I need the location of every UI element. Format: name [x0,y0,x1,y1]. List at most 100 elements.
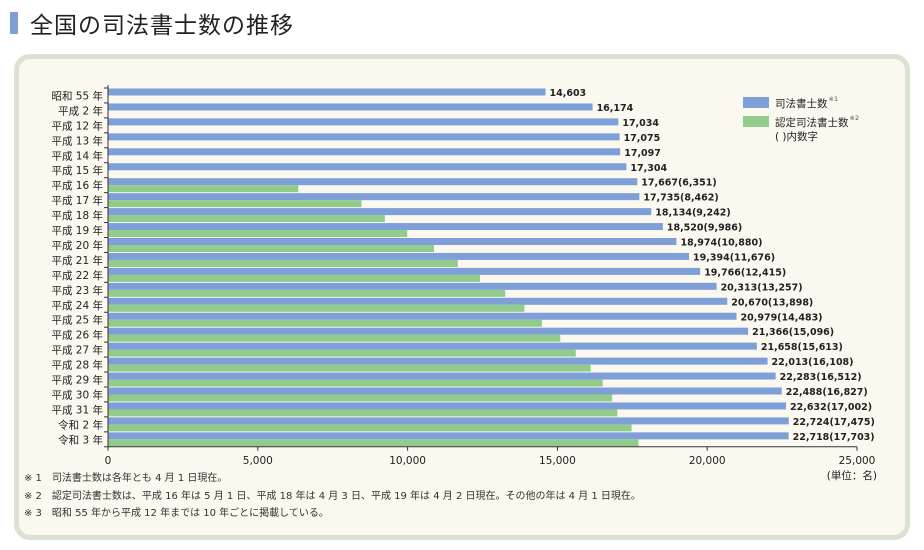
data-label: 17,097 [624,148,661,159]
data-label: 22,488(16,827) [786,387,868,398]
bar-shihoshoshi [108,238,677,245]
bar-shihoshoshi [108,297,728,305]
legend-label-nintei: 認定司法書士数 [775,116,849,129]
legend-note-1: ※1 [829,95,839,103]
bar-nintei [108,185,299,193]
legend-note-2: ※2 [850,114,860,122]
category-label: 平成 16 年 [51,179,103,192]
category-label: 平成 2 年 [58,104,103,117]
bar-nintei [108,364,591,372]
bar-nintei [108,274,480,282]
data-label: 22,013(16,108) [772,357,854,368]
bar-nintei [108,349,576,357]
bar-nintei [108,409,618,417]
data-label: 17,735(8,462) [643,193,718,204]
x-tick-label: 10,000 [389,455,426,467]
bar-shihoshoshi [108,282,717,290]
category-label: 令和 2 年 [58,418,103,431]
bar-shihoshoshi [108,387,782,395]
category-label: 平成 31 年 [51,403,103,416]
bar-nintei [108,394,613,402]
bar-shihoshoshi [108,133,620,141]
legend-label-shihoshoshi: 司法書士数 [775,97,828,110]
bar-nintei [108,379,603,387]
data-label: 18,520(9,986) [667,223,742,234]
data-label: 19,394(11,676) [693,252,775,263]
data-label: 20,979(14,483) [741,312,823,323]
category-label: 平成 21 年 [51,254,103,267]
category-label: 平成 27 年 [51,344,103,357]
data-label: 22,283(16,512) [780,372,862,383]
bar-nintei [108,439,639,447]
data-label: 16,174 [597,103,634,114]
x-tick-label: 25,000 [839,455,876,467]
bar-shihoshoshi [108,88,546,96]
data-label: 14,603 [550,88,587,99]
x-tick-label: 5,000 [243,455,273,467]
data-label: 21,658(15,613) [761,342,843,353]
category-label: 平成 19 年 [51,224,103,237]
category-label: 平成 17 年 [51,194,103,207]
bar-shihoshoshi [108,118,619,126]
bar-shihoshoshi [108,163,627,171]
bar-nintei [108,304,525,312]
legend-paren-note: ( )内数字 [775,130,818,143]
bar-shihoshoshi [108,417,789,425]
data-label: 20,670(13,898) [731,297,813,308]
category-label: 平成 28 年 [51,359,103,372]
bar-shihoshoshi [108,267,701,275]
bar-nintei [108,230,408,238]
category-label: 平成 12 年 [51,119,103,132]
data-label: 17,034 [622,118,659,129]
data-label: 18,974(10,880) [680,238,762,249]
data-label: 22,632(17,002) [790,402,872,413]
data-label: 22,718(17,703) [793,432,875,443]
bar-shihoshoshi [108,193,640,201]
category-label: 平成 30 年 [51,388,103,401]
category-label: 平成 18 年 [51,209,103,222]
bar-shihoshoshi [108,312,737,320]
bar-shihoshoshi [108,402,787,410]
category-label: 平成 22 年 [51,269,103,282]
category-label: 昭和 55 年 [51,89,103,102]
data-label: 17,304 [630,163,667,174]
data-label: 17,667(6,351) [641,178,716,189]
footnote-2: ※ 2 認定司法書士数は、平成 16 年は 5 月 1 日、平成 18 年は 4… [24,490,641,502]
bar-shihoshoshi [108,342,757,350]
data-label: 22,724(17,475) [793,417,875,428]
legend-swatch-shihoshoshi [743,97,769,108]
data-label: 17,075 [624,133,661,144]
bar-shihoshoshi [108,223,663,231]
bar-nintei [108,319,542,327]
bar-nintei [108,289,506,297]
bar-shihoshoshi [108,357,768,365]
bar-nintei [108,259,458,267]
bar-shihoshoshi [108,178,638,186]
title-accent-bar [10,12,18,34]
category-label: 平成 20 年 [51,239,103,252]
footnote-3: ※ 3 昭和 55 年から平成 12 年までは 10 年ごとに掲載している。 [24,508,329,519]
bar-shihoshoshi [108,432,789,440]
bar-nintei [108,424,632,432]
bar-shihoshoshi [108,103,593,111]
data-label: 21,366(15,096) [752,327,834,338]
category-label: 平成 26 年 [51,329,103,342]
unit-label: (単位：名) [827,469,877,482]
bar-shihoshoshi [108,208,652,216]
bar-nintei [108,334,561,342]
category-label: 平成 15 年 [51,164,103,177]
bar-nintei [108,200,362,208]
category-label: 平成 29 年 [51,374,103,387]
bar-shihoshoshi [108,327,749,335]
page-title: 全国の司法書士数の推移 [30,13,294,39]
x-tick-label: 20,000 [689,455,726,467]
category-label: 平成 23 年 [51,284,103,297]
legend-swatch-nintei [743,116,769,127]
category-label: 平成 14 年 [51,149,103,162]
bar-nintei [108,245,434,252]
category-label: 令和 3 年 [58,433,103,446]
category-label: 平成 13 年 [51,134,103,147]
category-label: 平成 25 年 [51,314,103,327]
bar-shihoshoshi [108,148,621,156]
